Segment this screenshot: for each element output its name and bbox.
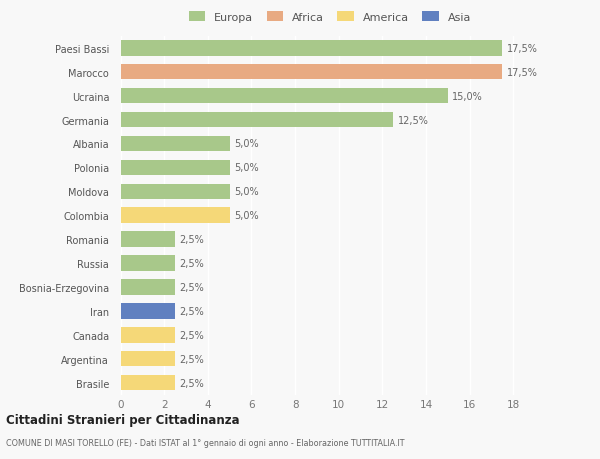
Text: 2,5%: 2,5% <box>179 306 204 316</box>
Bar <box>121 256 175 271</box>
Text: 5,0%: 5,0% <box>234 187 259 197</box>
Bar <box>121 112 393 128</box>
Text: 5,0%: 5,0% <box>234 163 259 173</box>
Text: Cittadini Stranieri per Cittadinanza: Cittadini Stranieri per Cittadinanza <box>6 413 239 426</box>
Bar <box>121 351 175 367</box>
Text: 12,5%: 12,5% <box>398 115 428 125</box>
Text: 5,0%: 5,0% <box>234 139 259 149</box>
Bar <box>121 89 448 104</box>
Bar <box>121 136 230 152</box>
Bar <box>121 375 175 391</box>
Text: 2,5%: 2,5% <box>179 235 204 245</box>
Bar <box>121 184 230 200</box>
Text: COMUNE DI MASI TORELLO (FE) - Dati ISTAT al 1° gennaio di ogni anno - Elaborazio: COMUNE DI MASI TORELLO (FE) - Dati ISTAT… <box>6 438 404 448</box>
Bar <box>121 41 502 56</box>
Text: 2,5%: 2,5% <box>179 330 204 340</box>
Bar <box>121 65 502 80</box>
Bar <box>121 232 175 247</box>
Text: 2,5%: 2,5% <box>179 354 204 364</box>
Bar <box>121 327 175 343</box>
Bar <box>121 303 175 319</box>
Text: 17,5%: 17,5% <box>507 44 538 54</box>
Text: 5,0%: 5,0% <box>234 211 259 221</box>
Text: 17,5%: 17,5% <box>507 67 538 78</box>
Text: 15,0%: 15,0% <box>452 91 483 101</box>
Bar <box>121 160 230 176</box>
Bar <box>121 208 230 224</box>
Text: 2,5%: 2,5% <box>179 378 204 388</box>
Text: 2,5%: 2,5% <box>179 258 204 269</box>
Legend: Europa, Africa, America, Asia: Europa, Africa, America, Asia <box>188 12 472 23</box>
Text: 2,5%: 2,5% <box>179 282 204 292</box>
Bar <box>121 280 175 295</box>
